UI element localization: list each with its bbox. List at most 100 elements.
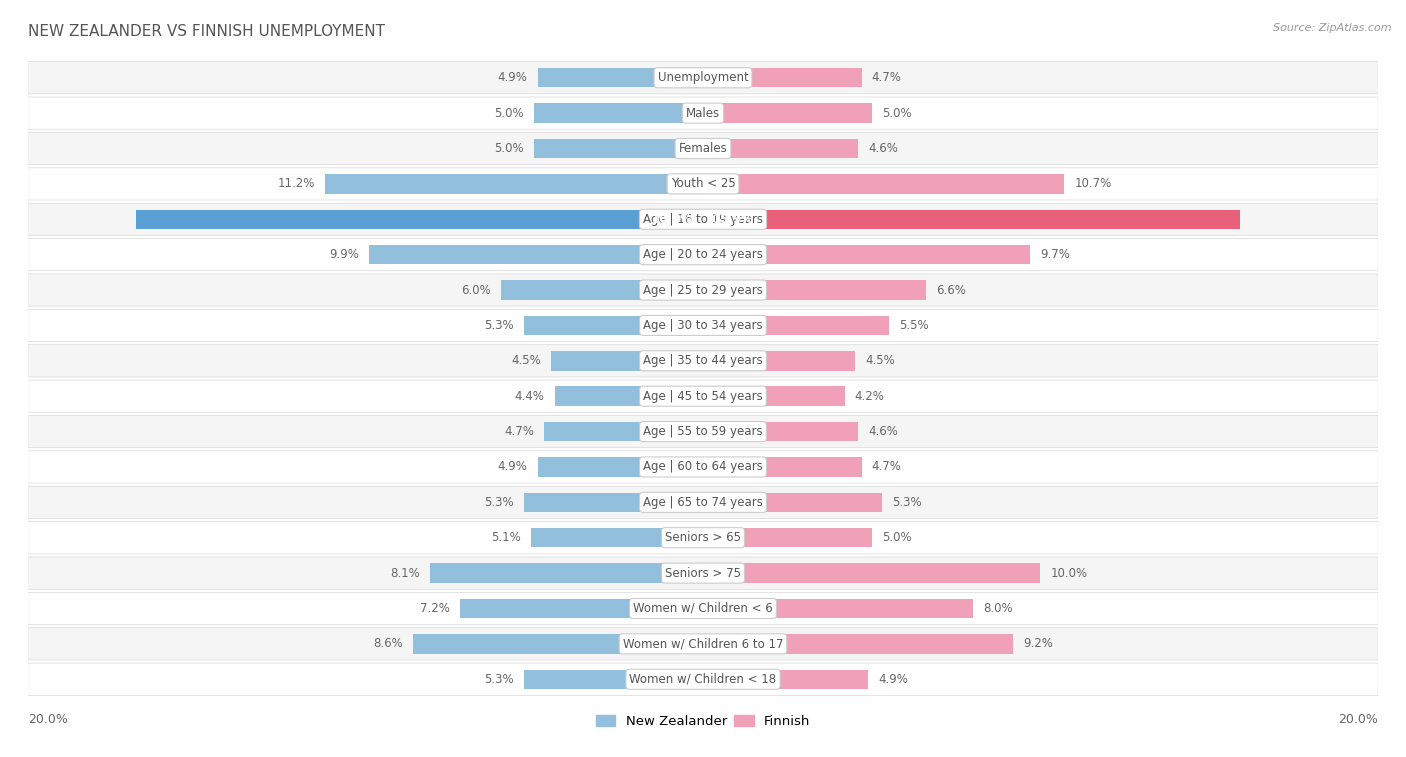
Text: 4.4%: 4.4% (515, 390, 544, 403)
Bar (703, 210, 1240, 229)
FancyBboxPatch shape (28, 97, 1378, 129)
Text: 8.0%: 8.0% (983, 602, 1012, 615)
Bar (554, 387, 703, 406)
Text: 5.0%: 5.0% (495, 107, 524, 120)
Text: 9.9%: 9.9% (329, 248, 359, 261)
Text: 11.2%: 11.2% (277, 177, 315, 191)
Bar (534, 139, 703, 158)
Bar (524, 493, 703, 512)
FancyBboxPatch shape (28, 628, 1378, 660)
Bar (703, 174, 1064, 194)
Text: 9.2%: 9.2% (1024, 637, 1053, 650)
FancyBboxPatch shape (28, 274, 1378, 306)
Bar (703, 493, 882, 512)
Text: Females: Females (679, 142, 727, 155)
Bar (413, 634, 703, 653)
Text: Age | 30 to 34 years: Age | 30 to 34 years (643, 319, 763, 332)
Text: 4.5%: 4.5% (512, 354, 541, 367)
Text: Age | 25 to 29 years: Age | 25 to 29 years (643, 284, 763, 297)
Bar (325, 174, 703, 194)
Text: Seniors > 65: Seniors > 65 (665, 531, 741, 544)
Text: 4.5%: 4.5% (865, 354, 894, 367)
Text: 4.7%: 4.7% (872, 71, 901, 84)
Bar (703, 387, 845, 406)
FancyBboxPatch shape (28, 522, 1378, 554)
Bar (703, 245, 1031, 264)
Text: Males: Males (686, 107, 720, 120)
Text: 5.5%: 5.5% (898, 319, 928, 332)
Bar (430, 563, 703, 583)
Bar (537, 457, 703, 477)
Bar (551, 351, 703, 370)
FancyBboxPatch shape (28, 61, 1378, 94)
Text: 5.0%: 5.0% (882, 531, 911, 544)
Text: 5.1%: 5.1% (491, 531, 520, 544)
Text: 4.9%: 4.9% (879, 673, 908, 686)
Bar (534, 104, 703, 123)
FancyBboxPatch shape (28, 238, 1378, 271)
Text: Age | 65 to 74 years: Age | 65 to 74 years (643, 496, 763, 509)
Text: 8.6%: 8.6% (373, 637, 402, 650)
FancyBboxPatch shape (28, 451, 1378, 483)
Text: Age | 35 to 44 years: Age | 35 to 44 years (643, 354, 763, 367)
Text: 4.6%: 4.6% (869, 142, 898, 155)
Bar (460, 599, 703, 618)
FancyBboxPatch shape (28, 203, 1378, 235)
Bar (703, 104, 872, 123)
Text: NEW ZEALANDER VS FINNISH UNEMPLOYMENT: NEW ZEALANDER VS FINNISH UNEMPLOYMENT (28, 23, 385, 39)
Text: 6.6%: 6.6% (936, 284, 966, 297)
Text: 6.0%: 6.0% (461, 284, 491, 297)
Text: 9.7%: 9.7% (1040, 248, 1070, 261)
Bar (531, 528, 703, 547)
Bar (703, 139, 858, 158)
Text: 5.3%: 5.3% (485, 673, 515, 686)
Text: Age | 60 to 64 years: Age | 60 to 64 years (643, 460, 763, 473)
Text: Women w/ Children 6 to 17: Women w/ Children 6 to 17 (623, 637, 783, 650)
Text: Age | 45 to 54 years: Age | 45 to 54 years (643, 390, 763, 403)
Text: 4.2%: 4.2% (855, 390, 884, 403)
Bar (703, 669, 869, 689)
Bar (703, 316, 889, 335)
Bar (703, 599, 973, 618)
FancyBboxPatch shape (28, 416, 1378, 447)
Text: 5.0%: 5.0% (495, 142, 524, 155)
Bar (544, 422, 703, 441)
Text: 15.9%: 15.9% (713, 213, 754, 226)
Bar (501, 280, 703, 300)
Text: 8.1%: 8.1% (389, 566, 419, 580)
Text: 5.3%: 5.3% (485, 319, 515, 332)
Bar (524, 316, 703, 335)
Text: 5.0%: 5.0% (882, 107, 911, 120)
Bar (703, 528, 872, 547)
Text: 5.3%: 5.3% (891, 496, 921, 509)
Text: Age | 20 to 24 years: Age | 20 to 24 years (643, 248, 763, 261)
Text: 20.0%: 20.0% (1339, 713, 1378, 726)
Text: 16.8%: 16.8% (652, 213, 693, 226)
Bar (703, 68, 862, 88)
Bar (136, 210, 703, 229)
Text: Age | 55 to 59 years: Age | 55 to 59 years (643, 425, 763, 438)
Bar (703, 634, 1014, 653)
Text: 4.9%: 4.9% (498, 460, 527, 473)
FancyBboxPatch shape (28, 593, 1378, 625)
Bar (703, 280, 925, 300)
Legend: New Zealander, Finnish: New Zealander, Finnish (591, 709, 815, 734)
Text: 10.0%: 10.0% (1050, 566, 1088, 580)
Text: 4.9%: 4.9% (498, 71, 527, 84)
Text: 10.7%: 10.7% (1074, 177, 1111, 191)
Bar (537, 68, 703, 88)
FancyBboxPatch shape (28, 380, 1378, 413)
Text: 4.7%: 4.7% (872, 460, 901, 473)
Bar (368, 245, 703, 264)
Bar (524, 669, 703, 689)
Text: Women w/ Children < 6: Women w/ Children < 6 (633, 602, 773, 615)
Text: Youth < 25: Youth < 25 (671, 177, 735, 191)
Text: Seniors > 75: Seniors > 75 (665, 566, 741, 580)
Bar (703, 351, 855, 370)
Text: 5.3%: 5.3% (485, 496, 515, 509)
Text: 4.7%: 4.7% (505, 425, 534, 438)
FancyBboxPatch shape (28, 310, 1378, 341)
FancyBboxPatch shape (28, 486, 1378, 519)
Text: Unemployment: Unemployment (658, 71, 748, 84)
Text: Source: ZipAtlas.com: Source: ZipAtlas.com (1274, 23, 1392, 33)
